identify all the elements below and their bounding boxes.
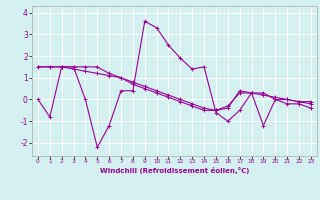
X-axis label: Windchill (Refroidissement éolien,°C): Windchill (Refroidissement éolien,°C) (100, 167, 249, 174)
